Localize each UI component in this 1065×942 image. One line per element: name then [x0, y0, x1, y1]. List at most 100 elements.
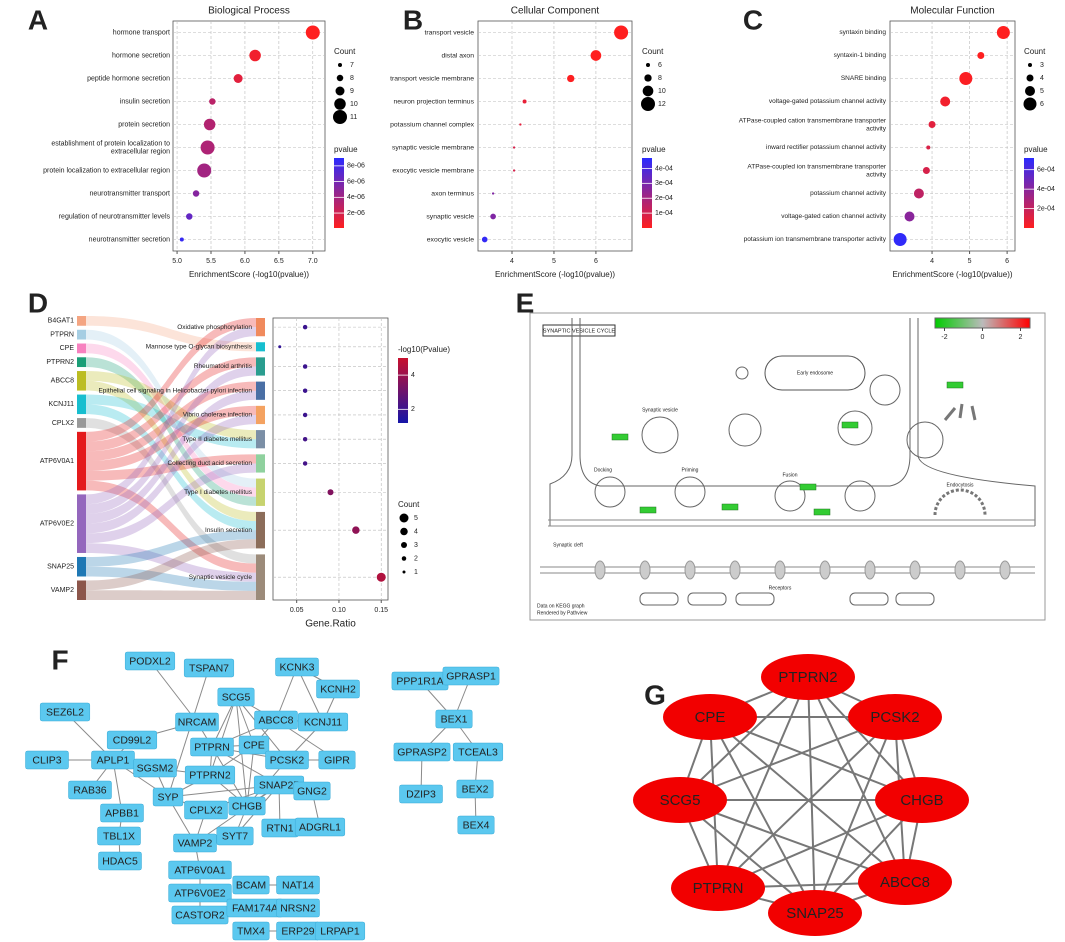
- sankey-pathway-node: [256, 430, 265, 449]
- panel-label: F: [51, 644, 68, 675]
- network-node-label: PTPRN: [194, 741, 230, 753]
- legend-tick-label: 0: [981, 334, 985, 341]
- x-tick-label: 6.0: [240, 258, 250, 265]
- y-tick-label: SNARE binding: [841, 75, 887, 82]
- legend-label: 1: [414, 569, 418, 576]
- y-tick-label: peptide hormone secretion: [87, 75, 170, 82]
- sankey-link: [86, 329, 256, 488]
- legend-title: Count: [334, 47, 356, 56]
- panel-label: G: [644, 679, 666, 710]
- color-tick-label: 2: [411, 406, 415, 413]
- sankey-link: [86, 414, 256, 534]
- pathway-label: Early endosome: [797, 370, 833, 376]
- network-node-label: TSPAN7: [189, 662, 229, 674]
- network-node: [238, 735, 270, 755]
- dot: [481, 236, 488, 243]
- sankey-gene-node: [77, 556, 86, 577]
- dot: [203, 118, 216, 131]
- x-axis-title: EnrichmentScore (-log10(pvalue)): [189, 270, 309, 279]
- color-tick-label: 2e-04: [655, 195, 673, 202]
- dot: [233, 74, 243, 83]
- dot: [928, 121, 936, 128]
- hub-node: [848, 694, 942, 740]
- pathway-footer: Data on KEGG graph: [537, 603, 585, 609]
- dot: [352, 526, 360, 534]
- color-tick-label: 4e-04: [1037, 186, 1055, 193]
- sankey-gene-label: PTPRN2: [46, 359, 74, 366]
- network-node-label: CLIP3: [32, 754, 61, 766]
- legend-swatch: [641, 97, 655, 111]
- y-tick-label: neurotransmitter transport: [89, 190, 170, 197]
- dot: [522, 99, 527, 104]
- sankey-pathway-node: [256, 478, 265, 506]
- y-tick-label: establishment of protein localization to…: [51, 140, 170, 155]
- hub-node: [875, 777, 969, 823]
- network-node-label: APLP1: [97, 754, 130, 766]
- network-node: [318, 750, 356, 770]
- x-tick-label: 4: [930, 258, 934, 265]
- legend-swatch: [402, 570, 406, 574]
- hub-node-label: PTPRN: [693, 880, 744, 897]
- network-node-label: TMX4: [237, 925, 265, 937]
- legend-swatch: [1023, 97, 1037, 111]
- network-node: [190, 737, 234, 757]
- network-node-label: RTN1: [266, 822, 293, 834]
- dot: [209, 98, 216, 105]
- legend-swatch: [335, 86, 345, 96]
- dot: [893, 233, 907, 246]
- dot: [179, 237, 184, 242]
- sankey-link: [86, 566, 256, 591]
- network-node: [106, 730, 158, 750]
- legend-title: Count: [398, 500, 420, 509]
- network-node: [456, 779, 494, 799]
- y-tick-label: axon terminus: [431, 190, 474, 197]
- network-node: [97, 826, 141, 846]
- sankey-link: [86, 316, 256, 352]
- legend-label: 10: [350, 101, 358, 108]
- y-tick-label: potassium channel activity: [810, 190, 887, 197]
- network-node: [173, 833, 217, 853]
- legend-label: 9: [350, 88, 354, 95]
- color-bar: [398, 358, 408, 423]
- dot: [959, 72, 973, 85]
- network-edge: [807, 676, 906, 883]
- sankey-link: [86, 530, 256, 567]
- sankey-link: [86, 463, 256, 544]
- sankey-pathway-node: [256, 405, 265, 425]
- legend-swatch: [336, 74, 344, 82]
- network-node: [294, 817, 346, 837]
- sankey-pathway-label: Type I diabetes mellitus: [184, 489, 253, 496]
- sankey-link: [86, 543, 256, 582]
- legend-label: 5: [414, 515, 418, 522]
- legend-title: pvalue: [1024, 145, 1048, 154]
- legend-label: 5: [1040, 88, 1044, 95]
- pathway-label: Endocytosis: [947, 482, 974, 488]
- sankey-pathway-node: [256, 381, 265, 400]
- legend-swatch: [1028, 63, 1032, 67]
- sankey-link: [86, 318, 256, 442]
- panel-label: A: [28, 4, 48, 35]
- network-node-label: SYT7: [222, 830, 248, 842]
- color-tick-label: 8e-06: [347, 163, 365, 170]
- network-node: [314, 921, 366, 941]
- sankey-link: [86, 539, 256, 591]
- y-tick-label: synaptic vesicle: [426, 213, 474, 220]
- network-edge: [679, 676, 809, 801]
- dot: [200, 140, 215, 155]
- dot: [913, 188, 924, 199]
- network-node-label: CPE: [243, 739, 265, 751]
- network-node: [297, 712, 349, 732]
- legend-swatch: [333, 110, 347, 124]
- sankey-pathway-label: Rheumatoid arthritis: [194, 363, 253, 370]
- network-node: [265, 750, 309, 770]
- network-node-label: SYP: [157, 791, 178, 803]
- dot: [977, 52, 985, 59]
- dot: [305, 25, 320, 40]
- sankey-gene-label: PTPRN: [50, 331, 74, 338]
- network-node: [168, 883, 232, 903]
- network-node-label: KCNH2: [320, 683, 356, 695]
- x-tick-label: 6: [1005, 258, 1009, 265]
- network-node-label: PODXL2: [129, 655, 171, 667]
- network-node-label: BEX4: [463, 819, 490, 831]
